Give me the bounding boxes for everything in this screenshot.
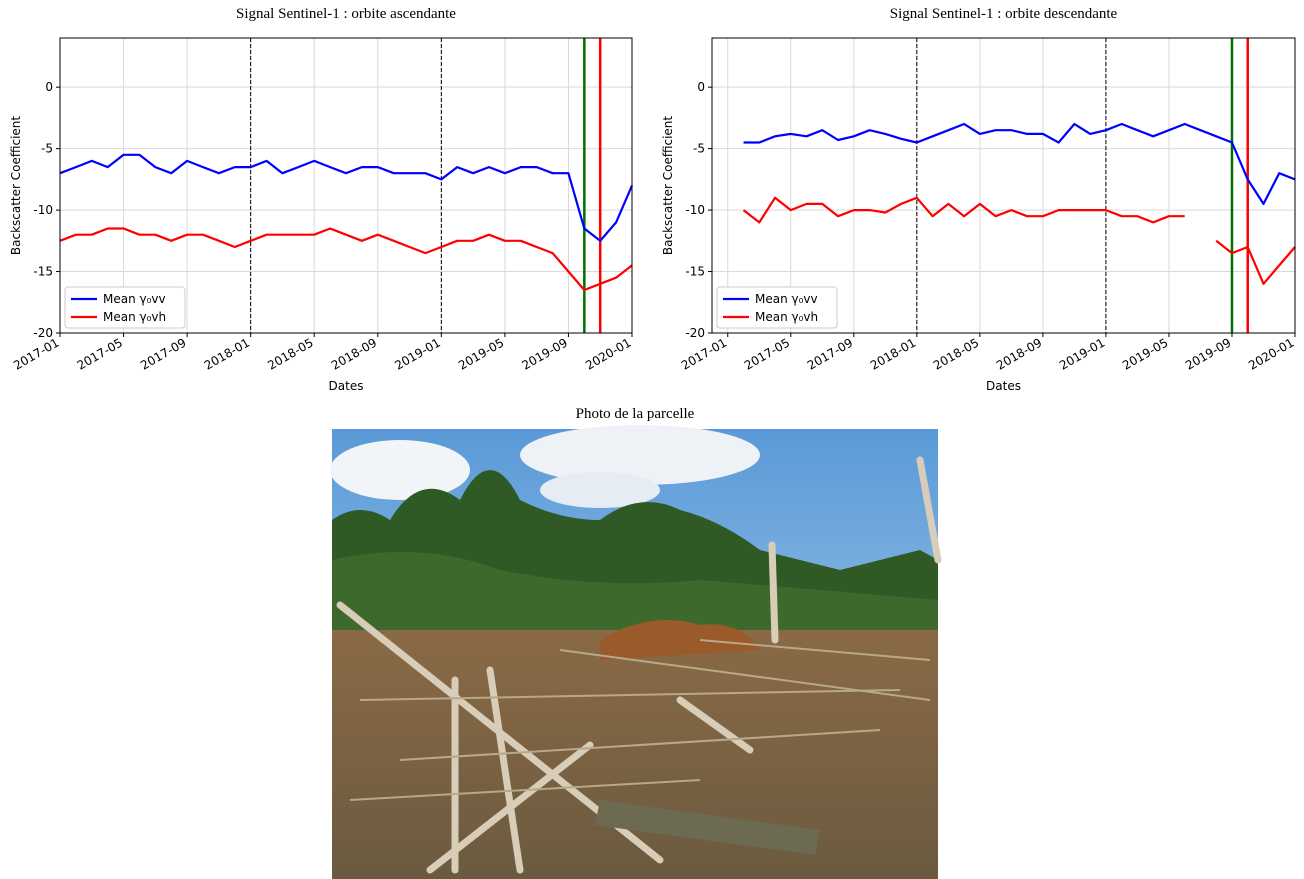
- y-tick-label: -20: [685, 326, 705, 340]
- x-tick-label: 2018-01: [868, 335, 918, 372]
- x-tick-label: 2018-05: [265, 335, 315, 372]
- y-tick-label: -10: [685, 203, 705, 217]
- y-tick-label: -15: [33, 265, 53, 279]
- x-tick-label: 2019-01: [1057, 335, 1107, 372]
- y-tick-label: 0: [45, 80, 53, 94]
- x-tick-label: 2017-01: [11, 335, 61, 372]
- photo-title: Photo de la parcelle: [576, 406, 695, 422]
- x-tick-label: 2017-05: [75, 335, 125, 372]
- x-tick-label: 2018-09: [994, 335, 1044, 372]
- legend-label: Mean γ₀vv: [103, 292, 166, 306]
- legend-label: Mean γ₀vh: [755, 310, 818, 324]
- legend-label: Mean γ₀vh: [103, 310, 166, 324]
- photo: [330, 425, 942, 879]
- series-line: [743, 122, 1296, 205]
- x-tick-label: 2020-01: [1246, 335, 1296, 372]
- series-line: [742, 196, 1296, 285]
- x-tick-label: 2019-05: [1120, 335, 1170, 372]
- plot-frame: [711, 37, 1296, 334]
- x-axis-label: Dates: [986, 379, 1021, 393]
- x-tick-label: 2017-05: [742, 335, 792, 372]
- x-tick-label: 2019-01: [392, 335, 442, 372]
- y-tick-label: -20: [33, 326, 53, 340]
- series-line: [59, 153, 634, 242]
- legend-label: Mean γ₀vv: [755, 292, 818, 306]
- y-axis-label: Backscatter Coefficient: [9, 116, 23, 256]
- y-axis-label: Backscatter Coefficient: [661, 116, 675, 256]
- x-tick-label: 2017-01: [679, 335, 729, 372]
- y-tick-label: -15: [685, 265, 705, 279]
- chart-title: Signal Sentinel-1 : orbite ascendante: [236, 6, 456, 22]
- x-tick-label: 2017-09: [138, 335, 188, 372]
- x-tick-label: 2018-09: [329, 335, 379, 372]
- x-tick-label: 2019-05: [456, 335, 506, 372]
- x-tick-label: 2017-09: [805, 335, 855, 372]
- y-tick-label: -5: [41, 142, 53, 156]
- series-line: [59, 227, 633, 292]
- x-tick-label: 2018-05: [931, 335, 981, 372]
- x-tick-label: 2019-09: [520, 335, 570, 372]
- x-tick-label: 2019-09: [1183, 335, 1233, 372]
- y-tick-label: -5: [693, 142, 705, 156]
- y-tick-label: 0: [697, 80, 705, 94]
- x-axis-label: Dates: [329, 379, 364, 393]
- x-tick-label: 2020-01: [583, 335, 633, 372]
- y-tick-label: -10: [33, 203, 53, 217]
- x-tick-label: 2018-01: [202, 335, 252, 372]
- plot-frame: [59, 37, 633, 334]
- chart-title: Signal Sentinel-1 : orbite descendante: [890, 6, 1118, 22]
